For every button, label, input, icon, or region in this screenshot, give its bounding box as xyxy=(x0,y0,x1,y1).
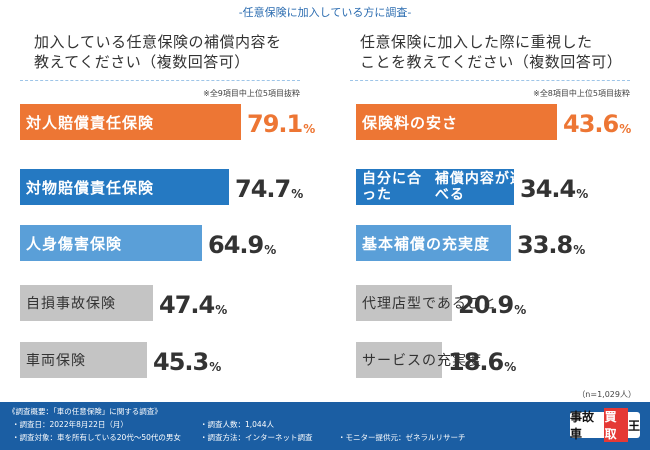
chart1-value-label: 64.9% xyxy=(208,231,277,259)
chart2-bar-label: 代理店型であること xyxy=(362,296,497,312)
chart2-value-label: 33.8% xyxy=(517,231,586,259)
chart2-value-label: 18.6% xyxy=(448,348,517,376)
chart1-bar xyxy=(20,342,147,378)
chart2-value-label: 20.9% xyxy=(458,291,527,319)
chart1-value-label: 47.4% xyxy=(159,291,228,319)
survey-subtitle: -任意保険に加入している方に調査- xyxy=(238,6,412,19)
chart1-row: 対物賠償責任保険 74.7% xyxy=(20,169,320,205)
chart1-bar-label: 人身傷害保険 xyxy=(26,234,123,253)
left-divider xyxy=(20,80,300,81)
footer-survey-title: 《調査概要：「車の任意保険」に関する調査》 xyxy=(8,407,162,416)
chart1-bar xyxy=(20,225,202,261)
chart1-bar-label: 自損事故保険 xyxy=(26,296,116,312)
left-question-line2: 教えてください（複数回答可） xyxy=(34,53,250,71)
chart2-bar xyxy=(356,342,442,378)
chart1-bar-label: 対物賠償責任保険 xyxy=(26,178,155,197)
chart1-row: 自損事故保険 47.4% xyxy=(20,285,320,321)
right-question: 任意保険に加入した際に重視した ことを教えてください（複数回答可） xyxy=(360,32,622,72)
logo-part-c: 王 xyxy=(627,418,640,433)
chart2-bar xyxy=(356,104,557,140)
footer-target: ・調査対象：車を所有している20代～50代の男女 xyxy=(12,433,181,442)
footer-provider: ・モニター提供元：ゼネラルリサーチ xyxy=(338,433,466,442)
chart2-bar xyxy=(356,169,514,205)
left-question-line1: 加入している任意保険の補償内容を xyxy=(34,33,282,51)
chart2-bar xyxy=(356,285,452,321)
sample-size-note: （n=1,029人） xyxy=(577,390,636,399)
chart2-bar-label: サービスの充実度 xyxy=(362,353,482,369)
chart1-value-label: 74.7% xyxy=(235,175,304,203)
logo-part-b: 買取 xyxy=(603,408,628,442)
chart2-row: 基本補償の充実度 33.8% xyxy=(356,225,650,261)
chart2-bar-label: 自分に合った 補償内容が選べる xyxy=(362,171,525,203)
chart2-row: 自分に合った 補償内容が選べる 34.4% xyxy=(356,169,650,205)
right-note: ※全8項目中上位5項目抜粋 xyxy=(533,89,630,98)
chart1-bar xyxy=(20,104,241,140)
right-question-line1: 任意保険に加入した際に重視した xyxy=(360,33,593,51)
footer-method: ・調査方法：インターネット調査 xyxy=(200,433,313,442)
chart2-row: 保険料の安さ 43.6% xyxy=(356,104,650,140)
chart1-bar-label: 車両保険 xyxy=(26,353,86,369)
chart1-row: 対人賠償責任保険 79.1% xyxy=(20,104,320,140)
chart2-value-label: 34.4% xyxy=(520,175,589,203)
left-question: 加入している任意保険の補償内容を 教えてください（複数回答可） xyxy=(34,32,282,72)
chart1-row: 人身傷害保険 64.9% xyxy=(20,225,320,261)
chart1-row: 車両保険 45.3% xyxy=(20,342,320,378)
right-question-line2: ことを教えてください（複数回答可） xyxy=(360,53,623,71)
brand-logo: 事故車 買取王 xyxy=(570,408,640,442)
chart2-row: サービスの充実度 18.6% xyxy=(356,342,650,378)
left-note: ※全9項目中上位5項目抜粋 xyxy=(203,89,300,98)
chart1-value-label: 45.3% xyxy=(153,348,222,376)
chart2-row: 代理店型であること 20.9% xyxy=(356,285,650,321)
chart2-bar xyxy=(356,225,511,261)
chart2-bar-label: 保険料の安さ xyxy=(362,113,459,132)
logo-part-a: 事故車 xyxy=(570,410,595,441)
chart2-value-label: 43.6% xyxy=(563,110,632,138)
right-divider xyxy=(350,80,630,81)
chart1-bar-label: 対人賠償責任保険 xyxy=(26,113,155,132)
footer-date: ・調査日：2022年8月22日（月） xyxy=(12,420,128,429)
footer: 《調査概要：「車の任意保険」に関する調査》 ・調査日：2022年8月22日（月）… xyxy=(0,402,650,450)
chart2-bar-label: 基本補償の充実度 xyxy=(362,234,491,253)
footer-people: ・調査人数：1,044人 xyxy=(200,420,274,429)
chart1-bar xyxy=(20,285,153,321)
chart1-bar xyxy=(20,169,229,205)
chart1-value-label: 79.1% xyxy=(247,110,316,138)
